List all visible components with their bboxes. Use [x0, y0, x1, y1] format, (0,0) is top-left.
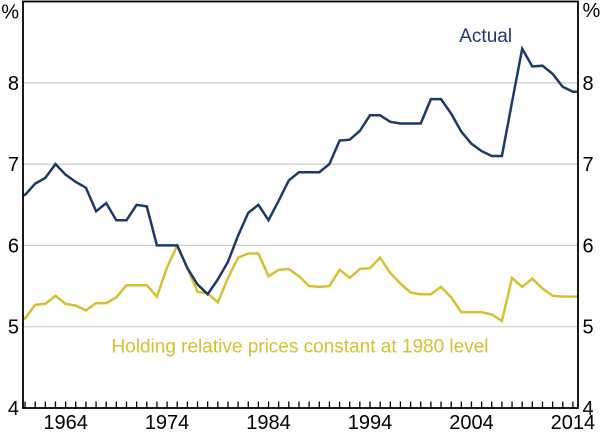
- y-unit-label-right: %: [583, 0, 600, 22]
- y-tick-label-left-8: 8: [8, 73, 19, 95]
- y-unit-label-left: %: [1, 2, 19, 24]
- series-line-actual: [23, 45, 578, 297]
- annotation-counterfactual: Holding relative prices constant at 1980…: [111, 337, 488, 358]
- plot-frame: [22, 0, 579, 409]
- x-tick-label-1994: 1994: [348, 412, 393, 434]
- y-tick-label-left-7: 7: [8, 154, 19, 176]
- y-tick-label-right-5: 5: [583, 317, 594, 339]
- x-tick-label-1974: 1974: [145, 412, 190, 434]
- x-tick-label-1964: 1964: [43, 412, 88, 434]
- y-tick-label-right-6: 6: [583, 235, 594, 257]
- x-tick-label-2004: 2004: [449, 412, 494, 434]
- y-tick-label-left-6: 6: [8, 235, 19, 257]
- y-tick-label-right-8: 8: [583, 73, 594, 95]
- y-tick-label-right-7: 7: [583, 154, 594, 176]
- x-tick-label-2014: 2014: [551, 412, 596, 434]
- series-line-counterfactual: [23, 242, 578, 324]
- y-tick-label-left-4: 4: [8, 398, 19, 420]
- y-tick-label-left-5: 5: [8, 317, 19, 339]
- x-tick-label-1984: 1984: [246, 412, 291, 434]
- annotation-actual: Actual: [459, 26, 512, 47]
- y-tick-label-right-4: 4: [583, 398, 594, 420]
